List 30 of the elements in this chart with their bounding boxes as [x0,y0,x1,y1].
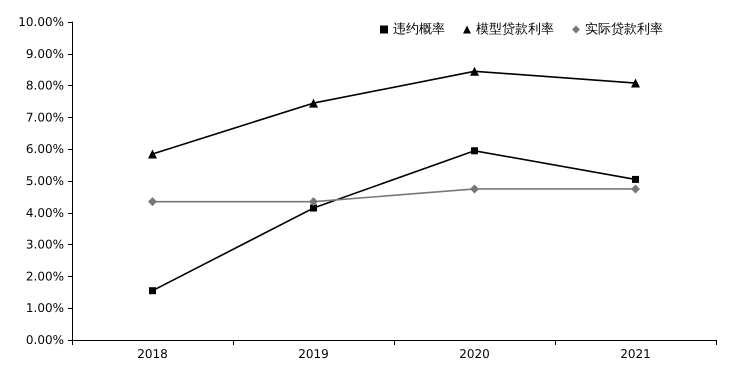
x-tick-label: 2019 [298,347,329,361]
point [309,98,318,108]
y-tick-label: 1.00% [26,301,64,316]
point [310,204,317,212]
y-tick-label: 9.00% [26,46,64,61]
point [470,66,479,76]
y-tick-label: 6.00% [26,142,64,156]
point [470,184,479,194]
legend-label: 实际贷款利率 [585,21,663,37]
y-tick-label: 8.00% [26,78,64,93]
point [148,197,157,206]
point [309,197,318,206]
x-tick-label: 2018 [137,347,168,361]
y-tick-label: 0.00% [26,333,64,347]
point [631,184,640,194]
point [632,176,639,183]
y-tick-label: 10.00% [18,15,64,29]
y-tick-label: 4.00% [26,206,64,220]
y-tick-label: 5.00% [26,174,64,188]
y-tick-label: 3.00% [26,238,64,252]
y-tick-label: 2.00% [26,269,64,284]
point [471,147,478,154]
x-tick-label: 2020 [459,347,490,361]
x-tick-label: 2021 [620,347,651,361]
point [149,287,156,294]
y-tick-label: 7.00% [26,110,64,124]
legend-label: 违约概率 [393,21,445,37]
point [631,78,640,88]
legend-label: 模型贷款利率 [476,21,554,37]
point [148,149,157,158]
